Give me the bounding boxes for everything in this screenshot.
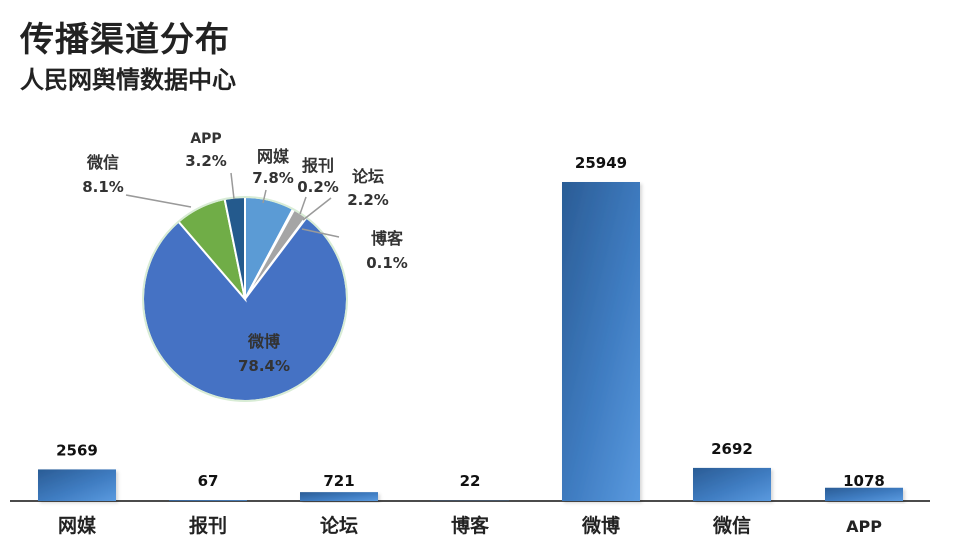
- pie-label-value-6: 3.2%: [185, 152, 227, 170]
- bar-value-label-4: 25949: [575, 154, 627, 172]
- x-tick-label-0: 网媒: [58, 515, 97, 537]
- pie-label-name-5: 微信: [86, 153, 119, 172]
- pie-chart: 网媒 7.8% 报刊 0.2% 论坛 2.2% 博客 0.1% 微博 78.4% 微信 8.1% APP…: [82, 131, 408, 402]
- x-tick-label-1: 报刊: [189, 514, 227, 537]
- x-tick-label-2: 论坛: [320, 514, 358, 537]
- pie-label-value-3: 0.1%: [366, 254, 408, 272]
- bar-value-label-0: 2569: [56, 441, 98, 459]
- pie-connector-3: [301, 228, 340, 238]
- pie-label-value-5: 8.1%: [82, 178, 124, 196]
- pie-label-value-0: 7.8%: [252, 169, 294, 187]
- bar-1: [169, 500, 247, 501]
- bar-value-label-3: 22: [460, 472, 481, 490]
- x-tick-label-6: APP: [846, 517, 882, 536]
- pie-label-name-0: 网媒: [257, 147, 290, 166]
- bar-0: [38, 469, 116, 501]
- pie-connector-1: [299, 196, 307, 215]
- pie-label-name-2: 论坛: [352, 167, 384, 186]
- pie-label-name-6: APP: [190, 131, 221, 147]
- x-tick-label-3: 博客: [451, 514, 490, 537]
- pie-label-value-2: 2.2%: [347, 191, 389, 209]
- pie-label-value-4: 78.4%: [238, 357, 290, 375]
- pie-label-name-4: 微博: [247, 332, 280, 351]
- bar-5: [693, 467, 771, 501]
- bar-value-label-5: 2692: [711, 440, 753, 458]
- pie-connector-2: [302, 197, 332, 221]
- bar-4: [562, 182, 640, 501]
- page-title: 传播渠道分布: [20, 20, 230, 60]
- bar-2: [300, 492, 378, 501]
- pie-connector-0: [262, 189, 267, 204]
- pie-label-name-3: 博客: [371, 229, 404, 248]
- bar-value-label-2: 721: [323, 472, 354, 490]
- page-subtitle: 人民网舆情数据中心: [20, 66, 236, 94]
- x-tick-label-5: 微信: [712, 514, 751, 537]
- pie-label-name-1: 报刊: [302, 156, 334, 175]
- pie-connector-6: [230, 172, 235, 200]
- bar-chart: 2569 网媒 67 报刊 721 论坛 22 博客 25949 微博 2692 微信 1078 APP: [10, 154, 930, 537]
- bar-6: [825, 487, 903, 501]
- pie-outline: [142, 196, 348, 402]
- pie-label-value-1: 0.2%: [297, 178, 339, 196]
- pie-connector-5: [125, 194, 192, 208]
- bar-value-label-1: 67: [198, 472, 219, 490]
- x-tick-label-4: 微博: [581, 514, 620, 537]
- bar-value-label-6: 1078: [843, 472, 885, 490]
